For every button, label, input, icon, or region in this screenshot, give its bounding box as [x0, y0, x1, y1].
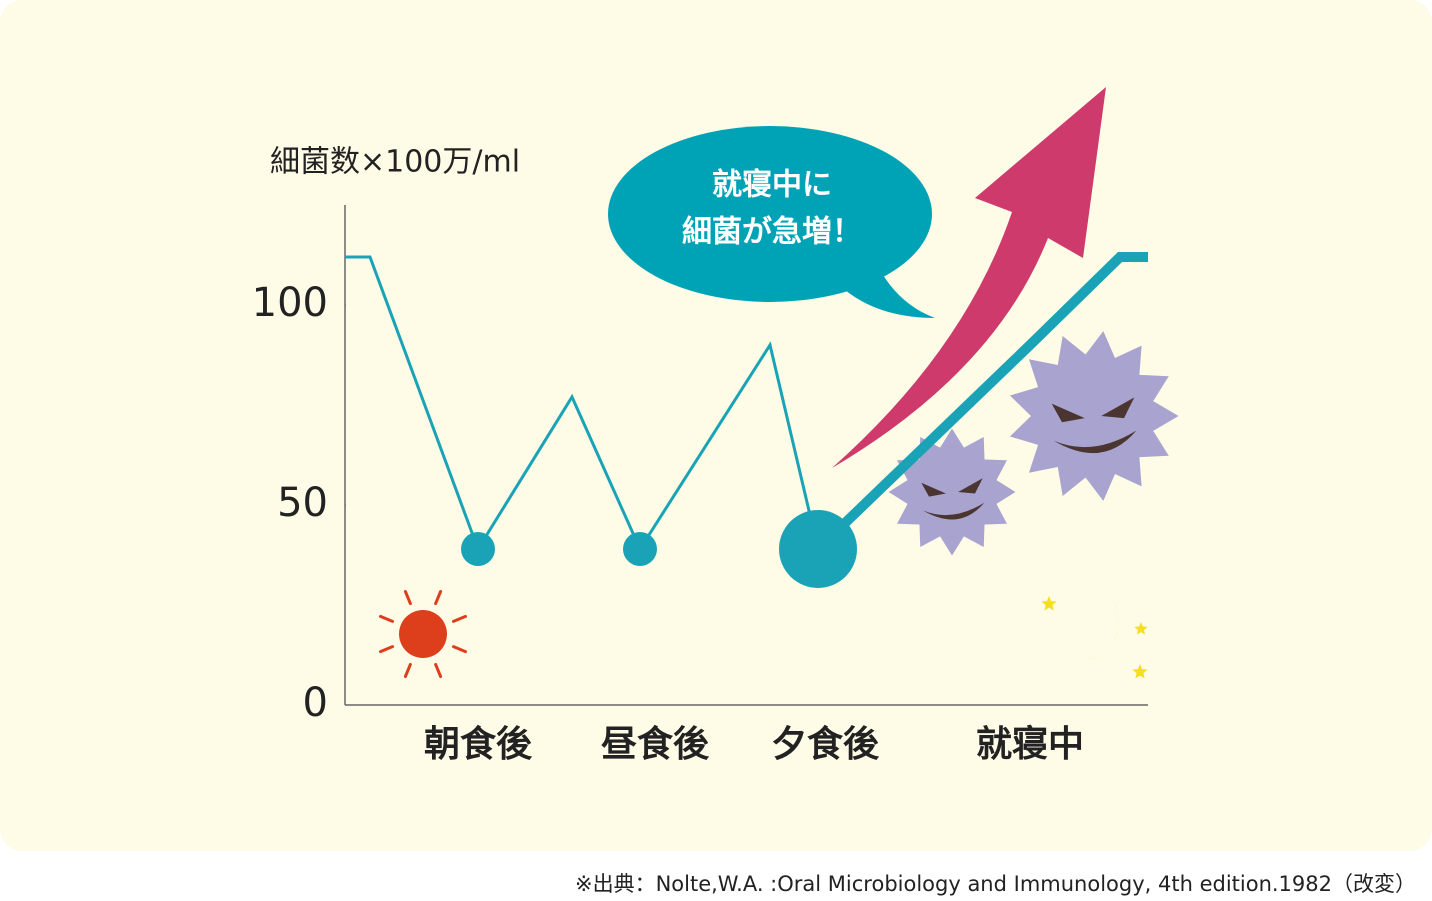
star: [1132, 664, 1148, 679]
star: [1041, 596, 1057, 611]
x-tick-label: 夕食後: [771, 724, 880, 765]
data-point: [461, 532, 495, 566]
source-note: ※出典：Nolte,W.A. :Oral Microbiology and Im…: [575, 872, 1416, 896]
sun-ray: [403, 590, 412, 606]
y-tick-label: 50: [277, 480, 328, 526]
sun-ray: [451, 645, 467, 654]
x-tick-label: 就寝中: [976, 723, 1084, 765]
germ-body: [1031, 354, 1155, 478]
speech-bubble: [608, 126, 935, 318]
sun-ray: [451, 614, 467, 623]
bubble-body: [608, 126, 932, 302]
sun-icon: [379, 590, 467, 678]
data-point: [623, 532, 657, 566]
y-tick-label: 0: [303, 680, 328, 726]
sun-disc: [399, 610, 447, 658]
germ-body: [906, 446, 998, 538]
germ-eye: [958, 478, 983, 494]
sun-ray: [434, 590, 443, 606]
annotation-line: 細菌が急増！: [682, 215, 862, 250]
data-line: [814, 252, 1148, 553]
sun-ray: [379, 614, 395, 623]
star: [1134, 622, 1148, 635]
stars: [1041, 596, 1148, 679]
germs: [888, 331, 1179, 556]
data-point: [779, 510, 857, 588]
rising-arrow: [832, 87, 1106, 468]
x-tick-label: 昼食後: [601, 724, 710, 765]
y-tick-label: 100: [252, 280, 328, 326]
germ-mouth: [922, 502, 985, 520]
germ-icon: [888, 428, 1016, 556]
y-axis-label: 細菌数×100万/ml: [270, 145, 520, 180]
germ-icon: [1009, 331, 1179, 501]
x-tick-label: 朝食後: [424, 724, 533, 765]
germ-eye: [1051, 403, 1085, 423]
annotation-line: 就寝中に: [712, 168, 832, 203]
germ-eye: [1101, 397, 1135, 419]
data-line: [345, 255, 820, 553]
sun-ray: [379, 645, 395, 654]
panel: [0, 0, 1432, 851]
germ-mouth: [1053, 430, 1137, 454]
sun-ray: [434, 662, 443, 678]
germ-eye: [921, 482, 946, 497]
bubble-tail: [845, 270, 935, 318]
sun-ray: [403, 662, 412, 678]
